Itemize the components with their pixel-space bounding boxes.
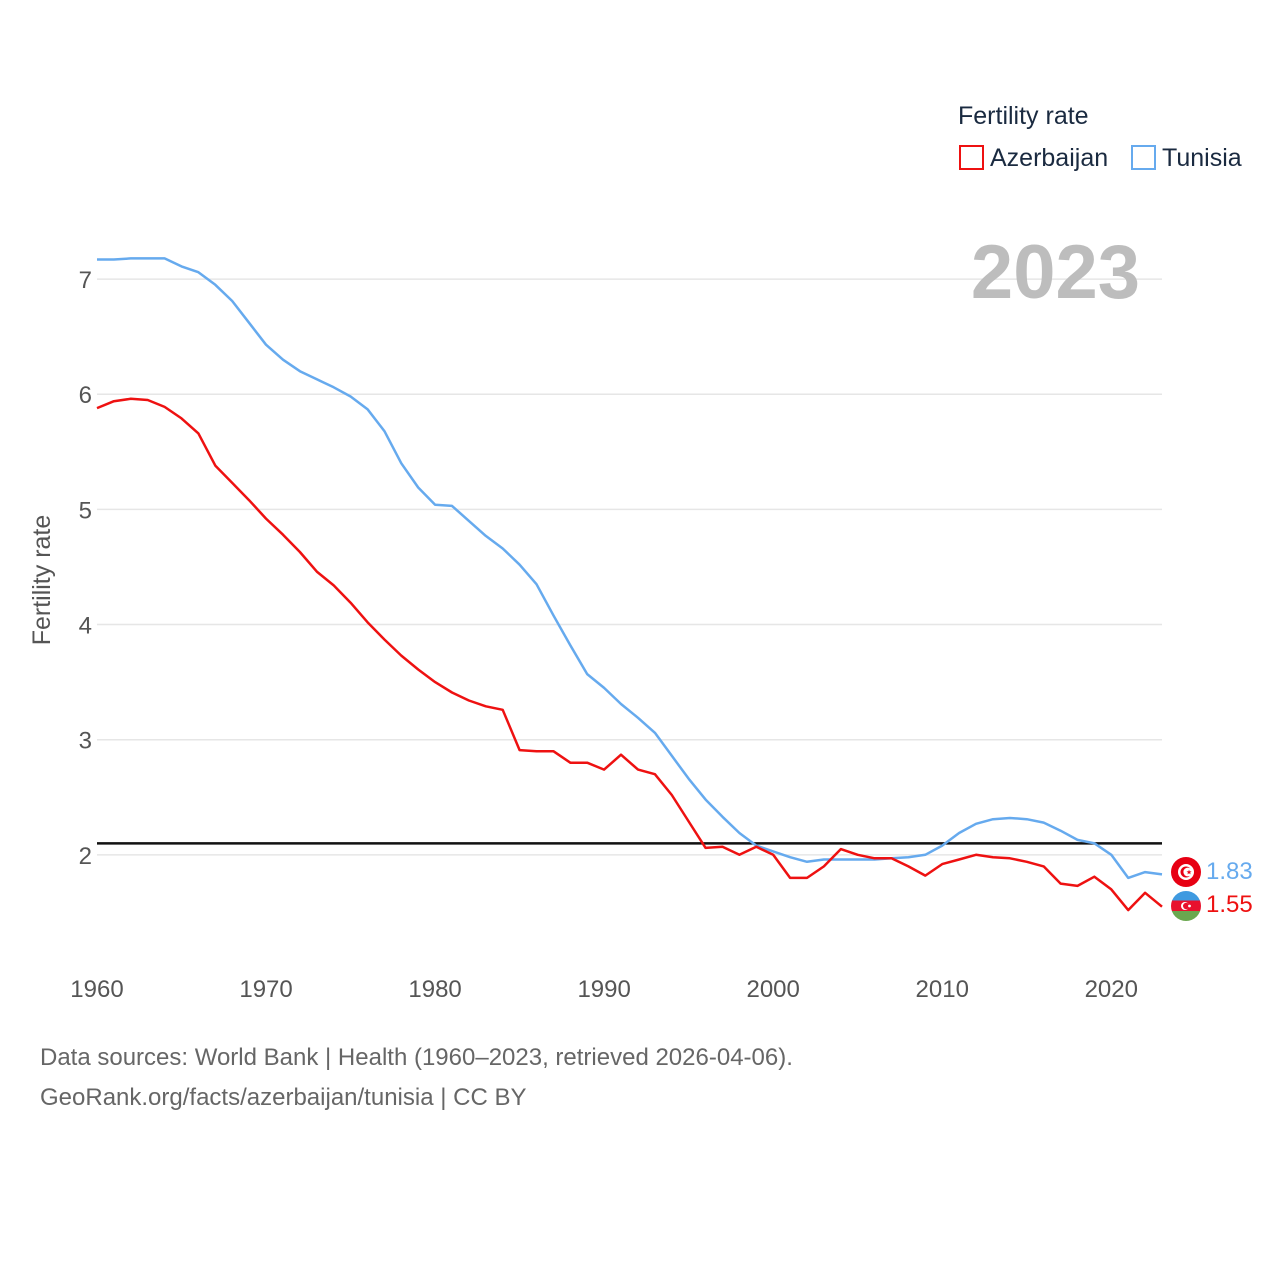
series-line-tunisia [97, 257, 1163, 880]
legend-swatch-tunisia [1131, 145, 1156, 170]
legend: Fertility rate Azerbaijan Tunisia [958, 102, 1242, 172]
y-tick-label: 4 [79, 613, 92, 640]
y-tick-label: 2 [79, 843, 92, 870]
x-tick-label: 1980 [408, 976, 461, 1003]
credit-link[interactable]: GeoRank.org/facts/azerbaijan/tunisia | C… [40, 1084, 527, 1111]
year-label: 2023 [971, 230, 1140, 315]
y-axis-ticks: 2 3 4 5 6 7 [79, 267, 92, 870]
y-axis-label: Fertility rate [28, 515, 56, 646]
series-lines [96, 257, 1163, 912]
end-value-tunisia: 1.83 [1206, 858, 1253, 885]
azerbaijan-flag-icon [1171, 891, 1201, 921]
x-tick-label: 2010 [916, 976, 969, 1003]
legend-label-tunisia: Tunisia [1162, 144, 1242, 172]
grid-lines [97, 278, 1162, 856]
legend-item-tunisia[interactable]: Tunisia [1131, 144, 1242, 172]
x-tick-label: 1960 [70, 976, 123, 1003]
legend-swatch-azerbaijan [959, 145, 984, 170]
x-tick-label: 1970 [239, 976, 292, 1003]
source-note: Data sources: World Bank | Health (1960–… [40, 1044, 793, 1071]
series-line-azerbaijan [96, 397, 1163, 912]
legend-title: Fertility rate [958, 102, 1089, 130]
legend-item-azerbaijan[interactable]: Azerbaijan [959, 144, 1108, 172]
y-tick-label: 5 [79, 497, 92, 524]
legend-label-azerbaijan: Azerbaijan [990, 144, 1108, 172]
x-tick-label: 1990 [577, 976, 630, 1003]
y-tick-label: 3 [79, 728, 92, 755]
x-tick-label: 2020 [1085, 976, 1138, 1003]
x-tick-label: 2000 [746, 976, 799, 1003]
y-tick-label: 6 [79, 382, 92, 409]
end-value-azerbaijan: 1.55 [1206, 891, 1253, 918]
x-axis-ticks: 1960 1970 1980 1990 2000 2010 2020 [70, 976, 1138, 1003]
tunisia-flag-icon [1171, 857, 1201, 887]
y-tick-label: 7 [79, 267, 92, 294]
